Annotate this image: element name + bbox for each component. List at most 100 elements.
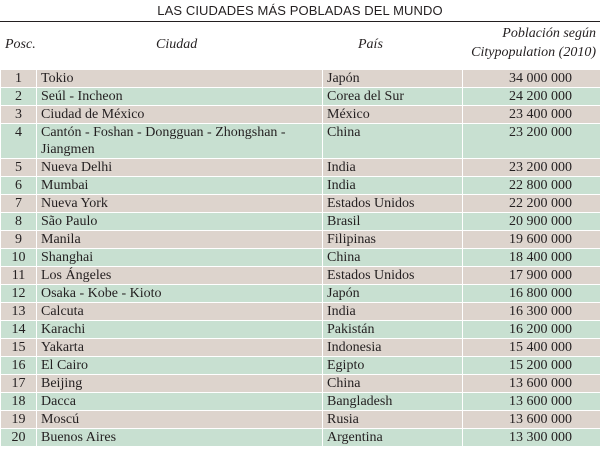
header-population-line2: Citypopulation (2010)	[471, 45, 596, 60]
cell-population: 23 200 000	[462, 123, 600, 159]
cell-city: São Paulo	[36, 212, 323, 231]
cell-population: 15 200 000	[462, 356, 600, 375]
cell-country: Indonesia	[322, 338, 463, 357]
cell-city: El Cairo	[36, 356, 323, 375]
cell-population: 16 300 000	[462, 302, 600, 321]
cell-position: 9	[0, 230, 37, 249]
cell-population: 24 200 000	[462, 87, 600, 106]
header-city: Ciudad	[156, 37, 198, 52]
cell-country: India	[322, 302, 463, 321]
cell-population: 34 000 000	[462, 69, 600, 88]
title-divider	[0, 21, 600, 22]
cell-city: Tokio	[36, 69, 323, 88]
cell-country: Corea del Sur	[322, 87, 463, 106]
cell-population: 22 200 000	[462, 194, 600, 213]
cell-population: 18 400 000	[462, 248, 600, 267]
cell-city: Calcuta	[36, 302, 323, 321]
cell-population: 15 400 000	[462, 338, 600, 357]
table-row: 1 Tokio Japón 34 000 000	[0, 69, 600, 88]
cell-country: Pakistán	[322, 320, 463, 339]
table-row: 20 Buenos Aires Argentina 13 300 000	[0, 428, 600, 447]
cell-country: Filipinas	[322, 230, 463, 249]
table-row: 18 Dacca Bangladesh 13 600 000	[0, 392, 600, 411]
cell-country: Bangladesh	[322, 392, 463, 411]
cell-city: Mumbai	[36, 176, 323, 195]
cell-population: 13 600 000	[462, 374, 600, 393]
header-position: Posc.	[5, 37, 36, 52]
cell-country: India	[322, 176, 463, 195]
cell-country: China	[322, 248, 463, 267]
cell-population: 13 300 000	[462, 428, 600, 447]
table-header: Posc. Ciudad País Población según Citypo…	[0, 22, 600, 69]
cell-city: Seúl - Incheon	[36, 87, 323, 106]
cell-position: 18	[0, 392, 37, 411]
table-row: 13 Calcuta India 16 300 000	[0, 302, 600, 321]
cell-city: Los Ángeles	[36, 266, 323, 285]
cell-city: Moscú	[36, 410, 323, 429]
cell-country: Egipto	[322, 356, 463, 375]
cell-position: 13	[0, 302, 37, 321]
cell-city: Nueva York	[36, 194, 323, 213]
cell-country: Brasil	[322, 212, 463, 231]
cell-population: 20 900 000	[462, 212, 600, 231]
cell-position: 2	[0, 87, 37, 106]
header-population: Población según Citypopulation (2010)	[448, 24, 596, 62]
header-population-line1: Población según	[502, 26, 596, 41]
cell-position: 3	[0, 105, 37, 124]
table-row: 5 Nueva Delhi India 23 200 000	[0, 158, 600, 177]
cell-population: 19 600 000	[462, 230, 600, 249]
cell-country: Rusia	[322, 410, 463, 429]
cell-city: Cantón - Foshan - Dongguan - Zhongshan -…	[36, 123, 323, 159]
cell-city: Shanghai	[36, 248, 323, 267]
cell-position: 15	[0, 338, 37, 357]
cell-position: 17	[0, 374, 37, 393]
cell-city: Yakarta	[36, 338, 323, 357]
cell-position: 6	[0, 176, 37, 195]
header-country: País	[358, 37, 383, 52]
cell-country: Japón	[322, 284, 463, 303]
cell-population: 23 400 000	[462, 105, 600, 124]
cell-position: 14	[0, 320, 37, 339]
cell-city: Karachi	[36, 320, 323, 339]
table-title: LAS CIUDADES MÁS POBLADAS DEL MUNDO	[157, 3, 443, 18]
cell-country: Japón	[322, 69, 463, 88]
cell-country: México	[322, 105, 463, 124]
table-row: 8 São Paulo Brasil 20 900 000	[0, 212, 600, 231]
cell-position: 8	[0, 212, 37, 231]
cell-country: India	[322, 158, 463, 177]
cell-position: 10	[0, 248, 37, 267]
cell-country: Estados Unidos	[322, 194, 463, 213]
cell-position: 19	[0, 410, 37, 429]
table-row: 10 Shanghai China 18 400 000	[0, 248, 600, 267]
table-row: 17 Beijing China 13 600 000	[0, 374, 600, 393]
table-row: 15 Yakarta Indonesia 15 400 000	[0, 338, 600, 357]
cell-position: 11	[0, 266, 37, 285]
cell-position: 7	[0, 194, 37, 213]
table-row: 9 Manila Filipinas 19 600 000	[0, 230, 600, 249]
cell-position: 16	[0, 356, 37, 375]
cell-population: 16 200 000	[462, 320, 600, 339]
cell-population: 17 900 000	[462, 266, 600, 285]
table-row: 16 El Cairo Egipto 15 200 000	[0, 356, 600, 375]
cell-city: Osaka - Kobe - Kioto	[36, 284, 323, 303]
cell-position: 12	[0, 284, 37, 303]
cell-city: Buenos Aires	[36, 428, 323, 447]
cell-population: 13 600 000	[462, 410, 600, 429]
cell-population: 22 800 000	[462, 176, 600, 195]
cell-country: China	[322, 123, 463, 159]
table-row: 6 Mumbai India 22 800 000	[0, 176, 600, 195]
cell-population: 13 600 000	[462, 392, 600, 411]
cell-country: Estados Unidos	[322, 266, 463, 285]
cell-country: Argentina	[322, 428, 463, 447]
cell-city: Beijing	[36, 374, 323, 393]
cell-position: 4	[0, 123, 37, 159]
cell-country: China	[322, 374, 463, 393]
table-row: 14 Karachi Pakistán 16 200 000	[0, 320, 600, 339]
table-row: 4 Cantón - Foshan - Dongguan - Zhongshan …	[0, 123, 600, 159]
table-row: 7 Nueva York Estados Unidos 22 200 000	[0, 194, 600, 213]
cell-position: 5	[0, 158, 37, 177]
table-row: 19 Moscú Rusia 13 600 000	[0, 410, 600, 429]
cell-city: Nueva Delhi	[36, 158, 323, 177]
table-row: 3 Ciudad de México México 23 400 000	[0, 105, 600, 124]
cell-city: Ciudad de México	[36, 105, 323, 124]
